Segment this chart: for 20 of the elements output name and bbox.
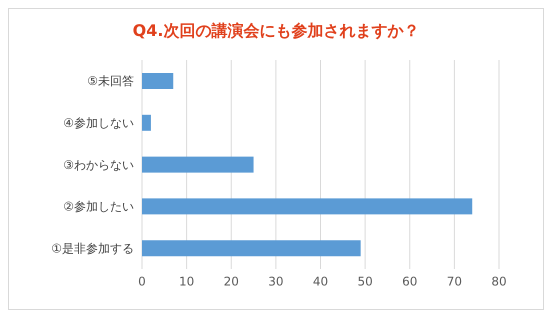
x-tick-label: 80 xyxy=(491,274,507,289)
x-tick-label: 50 xyxy=(357,274,373,289)
y-tick-label: ④参加しない xyxy=(63,116,134,130)
bar xyxy=(142,240,361,256)
x-tick-label: 40 xyxy=(312,274,328,289)
chart-title: Q4.次回の講演会にも参加されますか？ xyxy=(132,21,420,42)
x-tick-label: 20 xyxy=(224,274,239,289)
y-tick-label: ③わからない xyxy=(63,158,134,172)
bar xyxy=(142,198,472,214)
x-tick-label: 10 xyxy=(178,274,194,289)
bar xyxy=(142,114,151,131)
x-tick-label: 70 xyxy=(446,274,462,289)
y-tick-label: ②参加したい xyxy=(63,200,134,214)
x-tick-label: 30 xyxy=(268,274,284,289)
y-tick-label: ⑤未回答 xyxy=(87,74,134,88)
bar xyxy=(142,73,174,89)
x-tick-label: 0 xyxy=(138,274,146,289)
bar xyxy=(142,156,254,173)
y-tick-label: ①是非参加する xyxy=(51,241,134,256)
x-tick-label: 60 xyxy=(402,274,418,289)
